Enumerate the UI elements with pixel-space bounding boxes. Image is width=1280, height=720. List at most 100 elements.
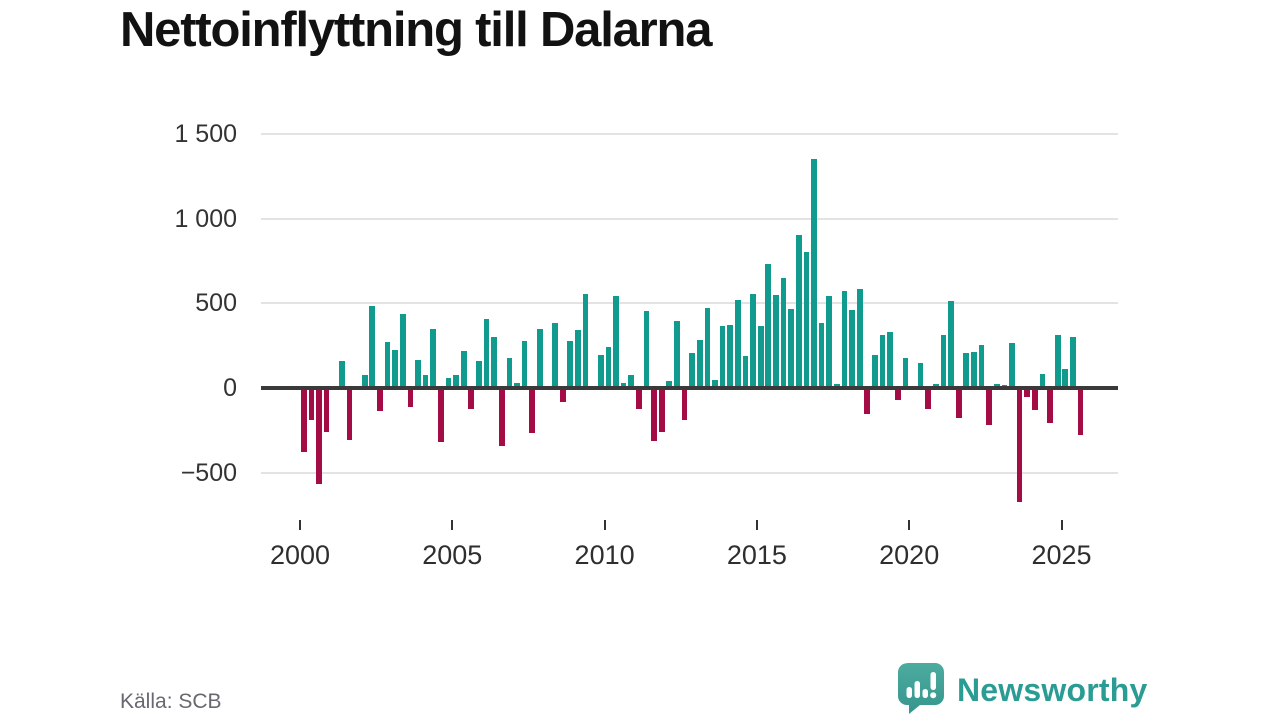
y-tick-label: −500 [180,458,237,487]
bar [399,313,406,388]
bar [818,322,825,388]
bar [567,341,574,388]
bar [856,289,863,388]
bar [795,235,802,388]
source-label: Källa: SCB [120,690,222,713]
x-tick [755,520,758,530]
bar [894,390,901,400]
chart-title: Nettoinflyttning till Dalarna [120,3,713,57]
bar [1009,342,1015,388]
gridline [261,217,1118,220]
bar [757,325,764,388]
bar [559,390,566,403]
newsworthy-logo: Newsworthy [895,661,1147,719]
bar [377,390,383,411]
bar [849,310,855,388]
bar [971,351,977,388]
gridline [261,471,1118,474]
bar [316,390,322,484]
bar [917,362,924,388]
bar [300,390,307,452]
bar [392,349,399,388]
bar [308,390,315,420]
bar [651,390,657,442]
bar [491,336,498,388]
bar [681,390,688,420]
bar [689,352,696,388]
bar [537,329,543,388]
bar [993,383,1000,388]
bar [955,390,962,419]
bar [1031,390,1038,410]
bar [597,355,604,388]
bar [415,360,421,388]
x-tick-label: 2020 [879,540,940,570]
bar [529,390,536,433]
x-tick-label: 2025 [1031,540,1092,570]
bar [826,295,833,388]
bar [940,335,947,388]
bar [361,375,368,388]
bar [803,251,810,388]
bar [719,326,726,388]
bar [628,374,635,388]
bar [841,291,848,388]
x-tick [603,520,606,530]
bar [1039,374,1046,388]
gridline [261,132,1118,135]
x-tick [451,520,454,530]
bar [765,264,772,388]
bar [323,390,330,433]
bar [932,383,939,388]
bar [887,331,894,388]
newsworthy-logo-icon [895,661,946,719]
bar [346,390,353,441]
bar [872,355,878,388]
bar [902,357,909,388]
bar [1047,390,1053,424]
bar [925,390,932,410]
bar [643,310,650,388]
x-tick-label: 2005 [422,540,483,570]
bar [712,379,718,388]
bar [369,305,376,388]
bar [498,390,505,446]
y-tick-label: 1 000 [174,204,237,233]
bar [552,322,558,388]
bar [1077,390,1084,436]
x-tick [299,520,301,530]
bar [750,294,756,388]
bar [430,329,437,388]
bar [674,321,680,388]
bar [742,355,749,388]
bar [735,299,741,388]
bar [575,330,581,388]
bar [339,361,345,388]
x-tick-label: 2000 [269,540,331,570]
bar [613,296,619,388]
bar [605,346,612,388]
zero-line [261,386,1118,390]
x-tick [1060,520,1063,530]
bar [1062,369,1069,388]
bar [963,353,970,388]
bar [468,390,475,410]
bar [948,300,954,388]
bar [1070,336,1076,388]
bar [438,390,444,442]
bar [582,294,589,388]
bar [384,341,391,388]
y-tick-label: 500 [195,289,237,318]
bar [445,377,452,388]
bar [978,345,985,388]
bar [407,390,414,408]
bar [476,360,482,388]
bar [521,341,528,388]
bar [506,357,513,388]
bar [636,390,642,409]
bar [696,339,703,388]
bar [727,325,734,388]
bar [704,308,711,388]
